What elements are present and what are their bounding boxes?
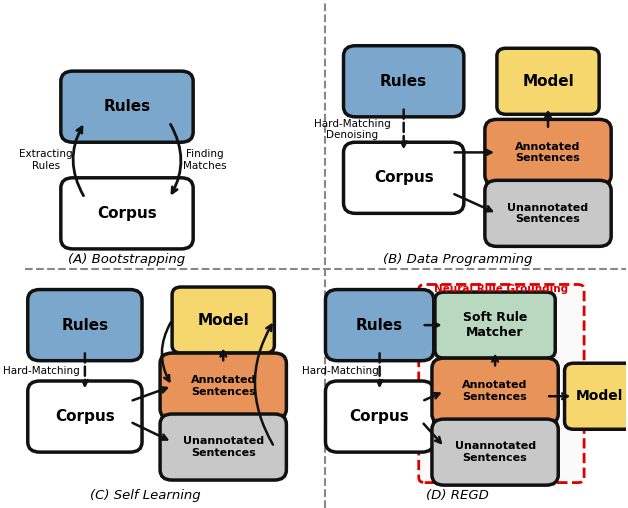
Text: Unannotated
Sentences: Unannotated Sentences [507, 203, 588, 224]
Text: (C) Self Learning: (C) Self Learning [90, 489, 200, 502]
Text: (A) Bootstrapping: (A) Bootstrapping [68, 252, 185, 266]
Text: Rules: Rules [380, 74, 427, 89]
Text: (D) REGD: (D) REGD [426, 489, 489, 502]
FancyBboxPatch shape [485, 119, 611, 185]
FancyBboxPatch shape [28, 381, 142, 452]
Text: Finding
Matches: Finding Matches [183, 149, 227, 171]
FancyBboxPatch shape [28, 290, 142, 361]
Text: Annotated
Sentences: Annotated Sentences [190, 375, 256, 397]
Text: Soft Rule
Matcher: Soft Rule Matcher [463, 311, 528, 339]
Text: Annotated
Sentences: Annotated Sentences [462, 380, 528, 402]
Text: Rules: Rules [62, 318, 109, 333]
Text: Model: Model [575, 389, 623, 403]
FancyBboxPatch shape [435, 292, 555, 358]
Text: Hard-Matching: Hard-Matching [302, 366, 379, 376]
FancyBboxPatch shape [497, 48, 599, 114]
Text: (B) Data Programming: (B) Data Programming [383, 252, 533, 266]
Text: Rules: Rules [104, 99, 151, 114]
Text: Corpus: Corpus [55, 409, 115, 424]
Text: Model: Model [522, 74, 574, 89]
Text: Neural Rule Grounding: Neural Rule Grounding [434, 283, 568, 294]
Text: Corpus: Corpus [350, 409, 409, 424]
Text: Rules: Rules [356, 318, 403, 333]
FancyBboxPatch shape [432, 419, 558, 485]
FancyBboxPatch shape [565, 363, 628, 429]
Text: Extracting
Rules: Extracting Rules [19, 149, 73, 171]
Text: Hard-Matching
Denoising: Hard-Matching Denoising [314, 119, 391, 140]
FancyBboxPatch shape [172, 287, 274, 353]
FancyBboxPatch shape [419, 284, 584, 483]
FancyBboxPatch shape [61, 71, 193, 142]
Text: Annotated
Sentences: Annotated Sentences [516, 142, 581, 163]
Text: Corpus: Corpus [374, 170, 433, 185]
FancyBboxPatch shape [485, 180, 611, 246]
Text: Unannotated
Sentences: Unannotated Sentences [183, 436, 264, 458]
Text: Hard-Matching: Hard-Matching [3, 366, 80, 376]
Text: Unannotated
Sentences: Unannotated Sentences [455, 441, 536, 463]
FancyBboxPatch shape [432, 358, 558, 424]
Text: Corpus: Corpus [97, 206, 157, 221]
FancyBboxPatch shape [61, 178, 193, 249]
Text: Model: Model [197, 312, 249, 328]
FancyBboxPatch shape [344, 142, 464, 213]
FancyBboxPatch shape [160, 353, 286, 419]
FancyBboxPatch shape [325, 290, 434, 361]
FancyBboxPatch shape [160, 414, 286, 480]
FancyBboxPatch shape [344, 46, 464, 117]
FancyBboxPatch shape [325, 381, 434, 452]
